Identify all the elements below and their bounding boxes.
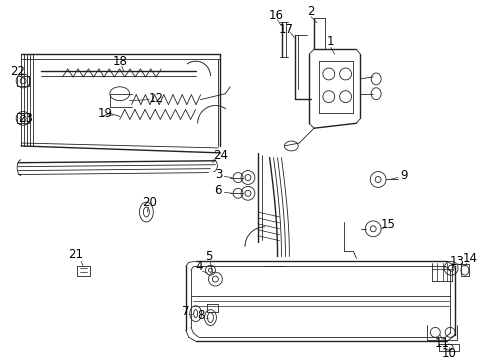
Text: 3: 3 xyxy=(214,168,222,181)
Text: 23: 23 xyxy=(18,112,32,125)
Text: 8: 8 xyxy=(197,309,204,322)
Text: 18: 18 xyxy=(112,55,127,68)
Text: 12: 12 xyxy=(148,92,163,105)
Text: 9: 9 xyxy=(399,169,407,182)
Text: 7: 7 xyxy=(182,305,189,318)
Text: 24: 24 xyxy=(212,149,227,162)
Text: 4: 4 xyxy=(195,260,202,273)
Text: 1: 1 xyxy=(326,35,334,48)
Text: 19: 19 xyxy=(97,107,112,120)
Text: 2: 2 xyxy=(306,5,314,18)
Text: 13: 13 xyxy=(448,255,464,268)
Text: 17: 17 xyxy=(278,23,293,36)
Text: 15: 15 xyxy=(380,219,395,231)
Text: 20: 20 xyxy=(142,196,157,209)
Text: 11: 11 xyxy=(434,337,449,350)
Text: 14: 14 xyxy=(462,252,476,265)
Text: 5: 5 xyxy=(204,250,212,263)
Text: 21: 21 xyxy=(68,248,82,261)
Text: 10: 10 xyxy=(441,347,456,360)
Text: 22: 22 xyxy=(10,64,24,77)
Text: 6: 6 xyxy=(214,184,222,197)
Text: 16: 16 xyxy=(268,9,284,22)
